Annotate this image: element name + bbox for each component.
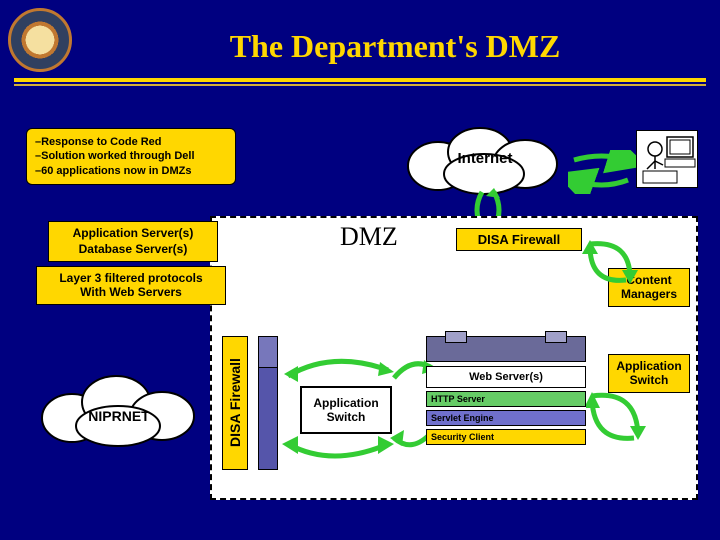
disa-firewall-label: DISA Firewall [456,228,582,251]
niprnet-cloud: NIPRNET [34,370,204,450]
bullet-2: –Solution worked through Dell [35,149,227,163]
arrow-content-managers [582,236,638,288]
bullet-box: –Response to Code Red –Solution worked t… [26,128,236,185]
arrow-firewall-appswitch-top [280,346,400,388]
arrow-app-switch-right [586,388,646,448]
dmz-title: DMZ [340,222,398,252]
web-server-stack: Web Server(s) HTTP Server Servlet Engine… [426,336,586,445]
app-db-servers-label: Application Server(s) Database Server(s) [48,221,218,262]
arrow-firewall-appswitch-bottom [280,430,400,472]
workstation-icon [636,130,698,188]
niprnet-label: NIPRNET [34,408,204,424]
internet-label: Internet [400,150,570,167]
security-client-bar: Security Client [426,429,586,445]
disa-logo-icon [8,8,72,72]
disa-firewall-vertical: DISA Firewall [222,336,248,470]
page-title: The Department's DMZ [100,28,690,65]
arrow-internet-workstation [568,150,636,194]
application-switch-box: Application Switch [300,386,392,434]
server-rack-icon [258,336,278,470]
internet-cloud: Internet [400,122,570,196]
bullet-3: –60 applications now in DMZs [35,164,227,178]
layer3-label: Layer 3 filtered protocols With Web Serv… [36,266,226,305]
web-server-rack-icon [426,336,586,362]
web-servers-label: Web Server(s) [426,366,586,388]
title-divider [14,78,706,82]
bullet-1: –Response to Code Red [35,135,227,149]
http-server-bar: HTTP Server [426,391,586,407]
servlet-engine-bar: Servlet Engine [426,410,586,426]
app-switch-right-label: Application Switch [608,354,690,393]
